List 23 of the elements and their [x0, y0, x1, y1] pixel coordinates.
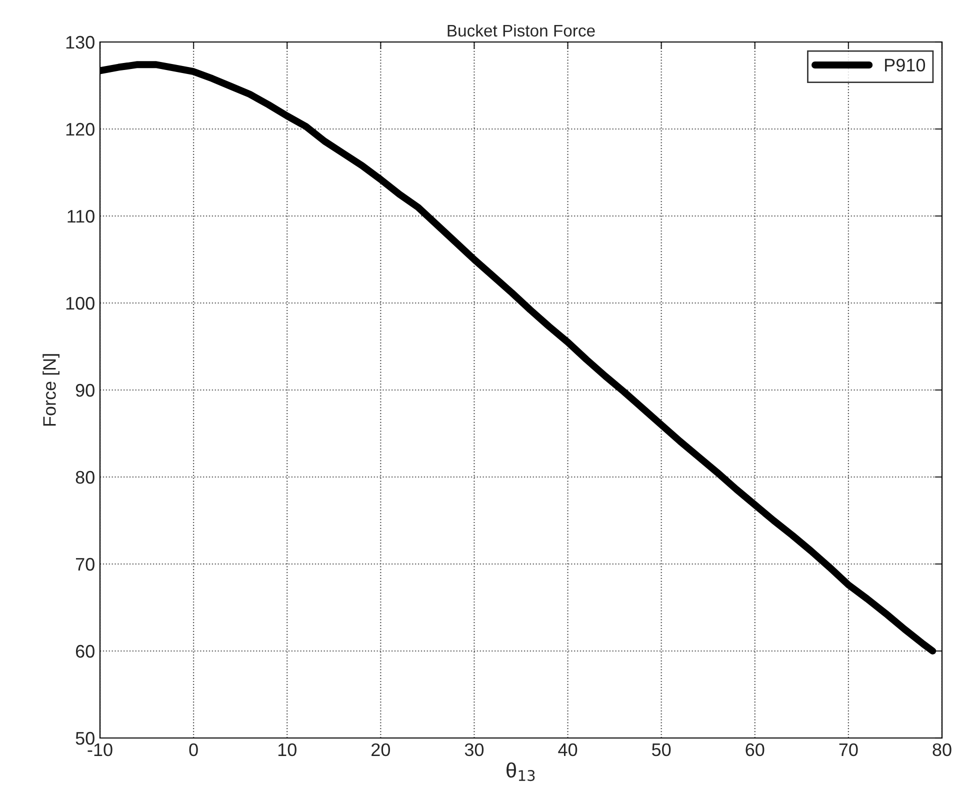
legend-label: P910: [885, 58, 926, 72]
chart-title: Bucket Piston Force: [448, 24, 595, 37]
x-tick-label: 80: [932, 743, 952, 756]
y-tick-label: 60: [76, 644, 94, 658]
x-tick-label: 50: [652, 743, 671, 756]
x-tick-label: 70: [839, 743, 858, 756]
x-tick-label: 20: [372, 743, 390, 756]
y-tick-label: 50: [76, 732, 94, 745]
y-tick-label: 100: [66, 296, 94, 310]
x-tick-label: 30: [464, 743, 484, 756]
y-tick-label: 90: [76, 384, 94, 397]
x-tick-label: -10: [88, 743, 112, 756]
x-tick-label: 10: [278, 743, 296, 756]
y-tick-label: 120: [66, 122, 94, 136]
y-tick-label: 70: [76, 558, 94, 571]
y-tick-label: 80: [76, 470, 94, 484]
x-tick-label: 0: [189, 743, 198, 756]
y-tick-label: 130: [66, 36, 94, 49]
x-tick-label: 40: [558, 743, 578, 756]
x-tick-label: 60: [746, 743, 764, 756]
y-axis-title: Force [N]: [42, 354, 60, 426]
x-axis-title: θ$_{13}$: [506, 762, 535, 782]
y-tick-label: 110: [68, 210, 94, 223]
